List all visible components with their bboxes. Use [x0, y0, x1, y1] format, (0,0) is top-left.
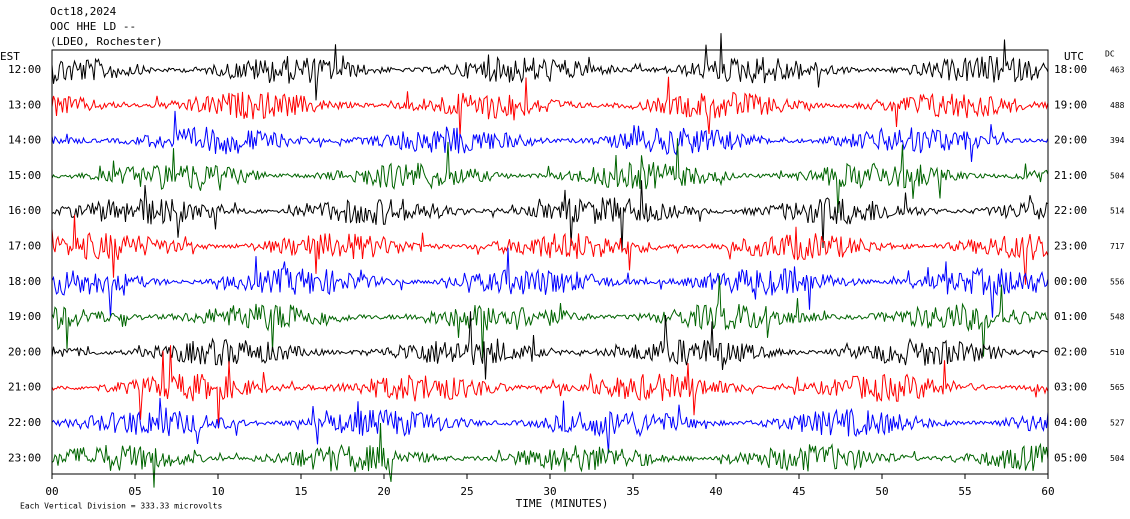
dc-label: DC [1105, 50, 1115, 59]
est-label: 21:00 [8, 381, 41, 394]
x-tick-label: 30 [543, 485, 556, 498]
x-tick-label: 50 [875, 485, 888, 498]
trace [51, 138, 1049, 214]
footer: Each Vertical Division = 333.33 microvol… [20, 502, 222, 511]
est-label: 18:00 [8, 275, 41, 288]
left-axis-label: EST [0, 50, 20, 63]
est-label: 22:00 [8, 416, 41, 429]
title-line: Oct18,2024 [50, 5, 117, 18]
est-label: 14:00 [8, 134, 41, 147]
trace [51, 345, 1049, 429]
x-tick-label: 40 [709, 485, 722, 498]
dc-value: 556 [1110, 277, 1125, 286]
dc-value: 514 [1110, 207, 1125, 216]
utc-label: 21:00 [1054, 169, 1087, 182]
x-tick-label: 45 [792, 485, 805, 498]
est-label: 20:00 [8, 345, 41, 358]
trace [51, 76, 1049, 139]
trace [51, 397, 1049, 454]
dc-value: 463 [1110, 66, 1125, 75]
utc-label: 05:00 [1054, 451, 1087, 464]
trace [51, 110, 1049, 162]
x-tick-label: 05 [128, 485, 141, 498]
utc-label: 20:00 [1054, 134, 1087, 147]
dc-value: 510 [1110, 348, 1125, 357]
est-label: 23:00 [8, 451, 41, 464]
x-tick-label: 55 [958, 485, 971, 498]
dc-value: 488 [1110, 101, 1125, 110]
utc-label: 22:00 [1054, 204, 1087, 217]
x-axis-label: TIME (MINUTES) [516, 497, 609, 510]
est-label: 19:00 [8, 310, 41, 323]
est-label: 15:00 [8, 169, 41, 182]
est-label: 16:00 [8, 204, 41, 217]
utc-label: 03:00 [1054, 381, 1087, 394]
utc-label: 00:00 [1054, 275, 1087, 288]
est-label: 13:00 [8, 98, 41, 111]
x-tick-label: 20 [377, 485, 390, 498]
utc-label: 04:00 [1054, 416, 1087, 429]
x-tick-label: 25 [460, 485, 473, 498]
title-line: (LDEO, Rochester) [50, 35, 163, 48]
trace [51, 247, 1049, 318]
x-tick-label: 60 [1041, 485, 1054, 498]
x-tick-label: 35 [626, 485, 639, 498]
traces [51, 33, 1049, 488]
trace [51, 33, 1049, 101]
utc-label: 02:00 [1054, 345, 1087, 358]
trace [51, 180, 1049, 253]
dc-value: 504 [1110, 171, 1125, 180]
x-tick-label: 00 [45, 485, 58, 498]
dc-value: 548 [1110, 313, 1125, 322]
utc-label: 01:00 [1054, 310, 1087, 323]
right-axis-label: UTC [1064, 50, 1084, 63]
plot-frame [51, 49, 1049, 475]
utc-label: 19:00 [1054, 98, 1087, 111]
trace [51, 311, 1049, 380]
x-tick-label: 10 [211, 485, 224, 498]
trace [51, 422, 1049, 488]
trace [51, 275, 1049, 359]
dc-value: 717 [1110, 242, 1125, 251]
trace [51, 214, 1049, 285]
est-label: 12:00 [8, 63, 41, 76]
dc-value: 565 [1110, 383, 1125, 392]
utc-label: 18:00 [1054, 63, 1087, 76]
x-tick-label: 15 [294, 485, 307, 498]
dc-value: 527 [1110, 419, 1125, 428]
utc-label: 23:00 [1054, 240, 1087, 253]
dc-value: 394 [1110, 136, 1125, 145]
est-label: 17:00 [8, 240, 41, 253]
title-line: OOC HHE LD -- [50, 20, 136, 33]
dc-value: 504 [1110, 454, 1125, 463]
